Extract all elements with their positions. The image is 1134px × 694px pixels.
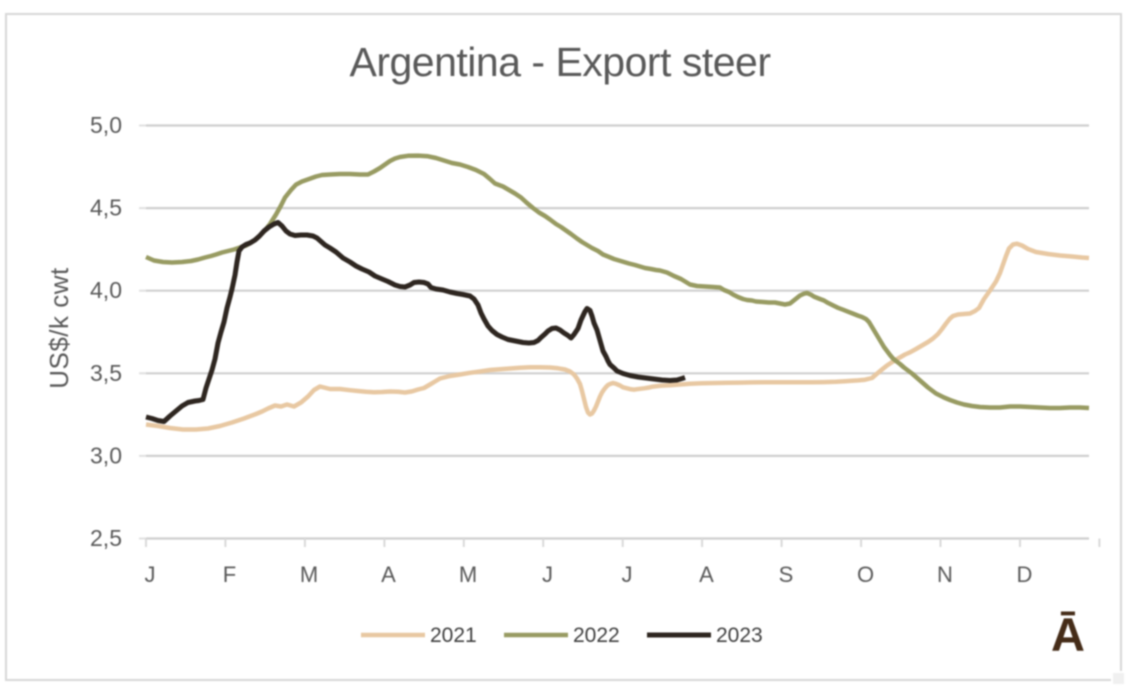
svg-text:Argentina - Export steer: Argentina - Export steer	[350, 39, 771, 85]
svg-text:5,0: 5,0	[90, 112, 122, 138]
svg-text:2023: 2023	[716, 624, 763, 647]
svg-text:O: O	[857, 562, 874, 587]
svg-text:US$/k cwt: US$/k cwt	[44, 267, 74, 389]
svg-text:M: M	[459, 562, 477, 587]
svg-text:F: F	[223, 562, 236, 587]
svg-text:Ā: Ā	[1051, 608, 1085, 661]
svg-text:A: A	[381, 562, 396, 587]
svg-text:2021: 2021	[430, 624, 477, 647]
svg-text:J: J	[145, 562, 156, 587]
svg-text:3,0: 3,0	[90, 442, 122, 468]
svg-text:J: J	[622, 562, 633, 587]
svg-text:A: A	[699, 562, 714, 587]
svg-text:N: N	[937, 562, 953, 587]
svg-text:S: S	[779, 562, 794, 587]
svg-text:J: J	[542, 562, 553, 587]
svg-text:3,5: 3,5	[90, 360, 122, 386]
svg-text:D: D	[1017, 562, 1033, 587]
svg-text:M: M	[300, 562, 318, 587]
svg-text:4,0: 4,0	[90, 277, 122, 303]
svg-text:2022: 2022	[573, 624, 620, 647]
svg-text:4,5: 4,5	[90, 195, 122, 221]
svg-text:2,5: 2,5	[90, 525, 122, 551]
